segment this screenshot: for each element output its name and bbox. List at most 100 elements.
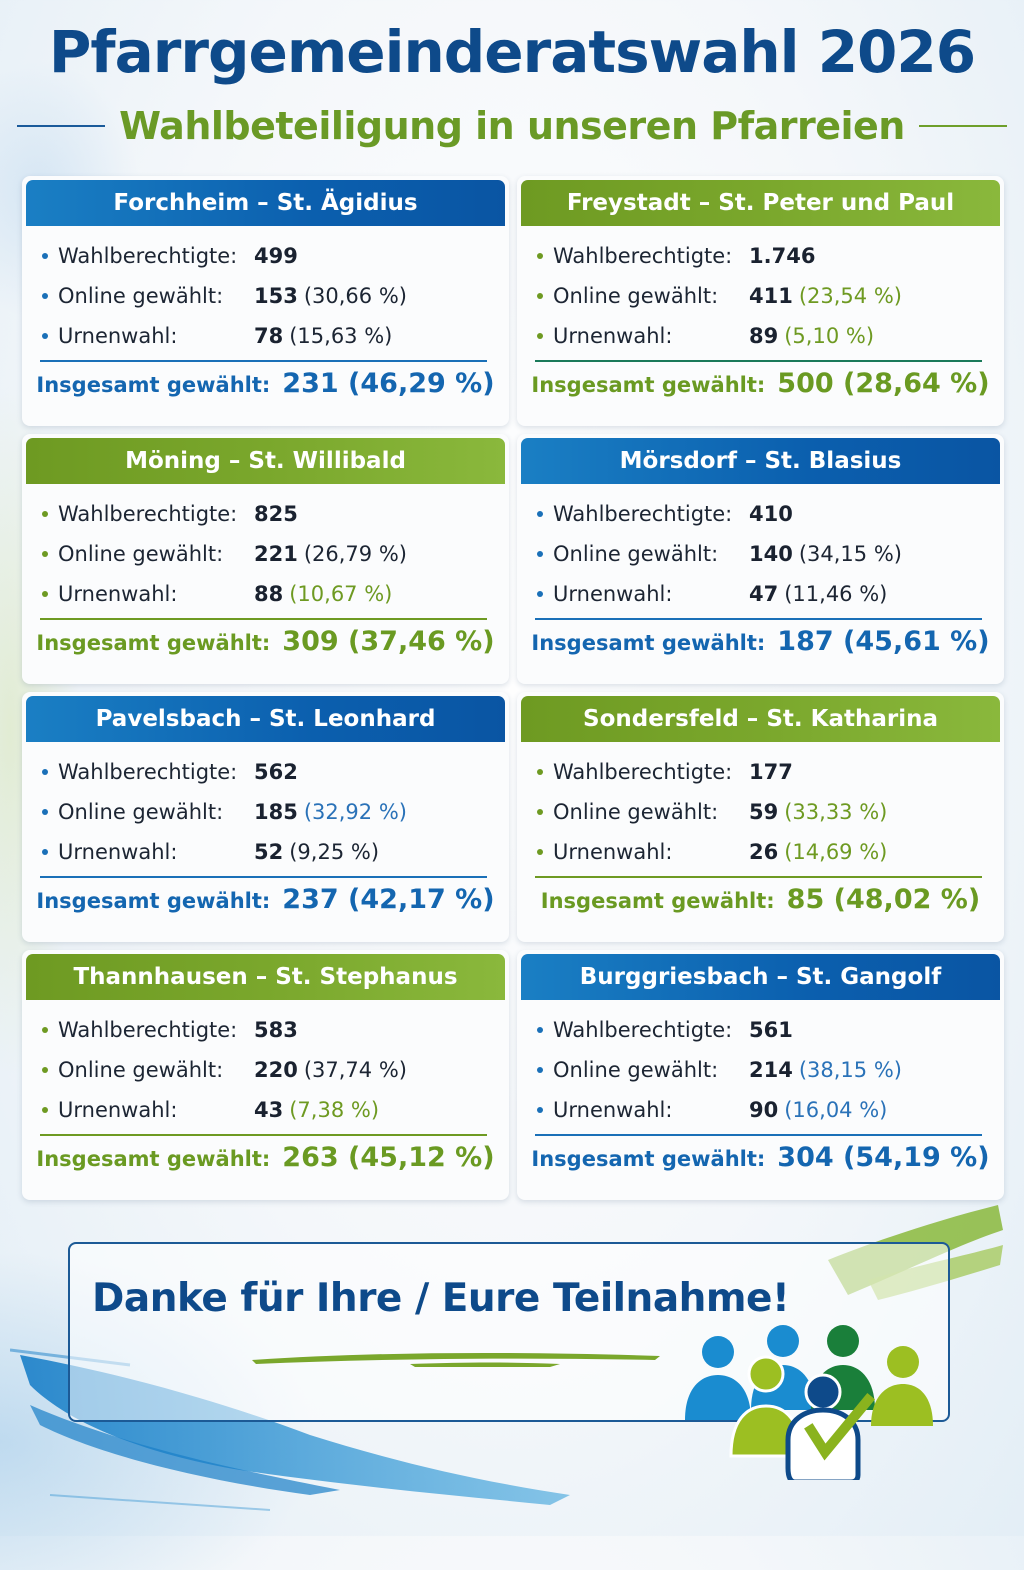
page-title: Pfarrgemeinderatswahl 2026 — [48, 18, 976, 86]
ballot-row: Urnenwahl: 52 (9,25 %) — [42, 832, 509, 872]
total-value: 263 (45,12 %) — [282, 1142, 495, 1173]
eligible-value: 499 — [254, 244, 298, 268]
total-label: Insgesamt gewählt: — [540, 889, 775, 913]
bullet-icon — [537, 511, 543, 517]
total-value: 304 (54,19 %) — [777, 1142, 990, 1173]
online-value: 140 — [749, 542, 793, 566]
ballot-row: Urnenwahl: 88 (10,67 %) — [42, 574, 509, 614]
green-underline-stroke — [252, 1352, 660, 1367]
parish-card: Forchheim – St. Ägidius Wahlberechtigte:… — [22, 176, 509, 426]
online-label: Online gewählt: — [58, 1058, 224, 1082]
ballot-label: Urnenwahl: — [58, 582, 178, 606]
total-row: Insgesamt gewählt: 500 (28,64 %) — [517, 362, 1004, 418]
total-label: Insgesamt gewählt: — [36, 1147, 271, 1171]
ballot-row: Urnenwahl: 26 (14,69 %) — [537, 832, 1004, 872]
ballot-row: Urnenwahl: 78 (15,63 %) — [42, 316, 509, 356]
ballot-label: Urnenwahl: — [553, 582, 673, 606]
divider — [535, 360, 982, 362]
online-percent: (23,54 %) — [798, 284, 902, 308]
bullet-icon — [537, 551, 543, 557]
eligible-row: Wahlberechtigte: 499 — [42, 236, 509, 276]
bullet-icon — [537, 591, 543, 597]
online-value: 214 — [749, 1058, 793, 1082]
parish-card: Pavelsbach – St. Leonhard Wahlberechtigt… — [22, 692, 509, 942]
total-value: 187 (45,61 %) — [777, 626, 990, 657]
total-label: Insgesamt gewählt: — [531, 631, 766, 655]
bullet-icon — [537, 293, 543, 299]
parish-name: Mörsdorf – St. Blasius — [521, 438, 1000, 484]
parish-name: Freystadt – St. Peter und Paul — [521, 180, 1000, 226]
total-row: Insgesamt gewählt: 187 (45,61 %) — [517, 620, 1004, 676]
ballot-value: 89 — [749, 324, 779, 348]
subtitle-rule-right — [918, 125, 1007, 127]
total-row: Insgesamt gewählt: 309 (37,46 %) — [22, 620, 509, 676]
eligible-value: 410 — [749, 502, 793, 526]
parish-grid: Forchheim – St. Ägidius Wahlberechtigte:… — [22, 176, 1004, 1200]
online-label: Online gewählt: — [58, 542, 224, 566]
online-row: Online gewählt: 59 (33,33 %) — [537, 792, 1004, 832]
eligible-label: Wahlberechtigte: — [58, 244, 238, 268]
ballot-percent: (9,25 %) — [289, 840, 380, 864]
ballot-percent: (5,10 %) — [784, 324, 875, 348]
ballot-label: Urnenwahl: — [553, 1098, 673, 1122]
online-label: Online gewählt: — [58, 800, 224, 824]
online-label: Online gewählt: — [553, 1058, 719, 1082]
total-label: Insgesamt gewählt: — [36, 373, 271, 397]
bullet-icon — [537, 1027, 543, 1033]
parish-name: Sondersfeld – St. Katharina — [521, 696, 1000, 742]
bullet-icon — [42, 591, 48, 597]
parish-name: Burggriesbach – St. Gangolf — [521, 954, 1000, 1000]
total-row: Insgesamt gewählt: 85 (48,02 %) — [517, 878, 1004, 934]
bullet-icon — [537, 809, 543, 815]
bullet-icon — [42, 551, 48, 557]
eligible-row: Wahlberechtigte: 583 — [42, 1010, 509, 1050]
eligible-row: Wahlberechtigte: 177 — [537, 752, 1004, 792]
bullet-icon — [537, 769, 543, 775]
ballot-value: 26 — [749, 840, 779, 864]
ballot-label: Urnenwahl: — [58, 840, 178, 864]
bullet-icon — [42, 333, 48, 339]
ballot-label: Urnenwahl: — [553, 840, 673, 864]
ballot-percent: (11,46 %) — [784, 582, 888, 606]
online-row: Online gewählt: 140 (34,15 %) — [537, 534, 1004, 574]
ballot-label: Urnenwahl: — [553, 324, 673, 348]
ballot-value: 78 — [254, 324, 284, 348]
ballot-percent: (15,63 %) — [289, 324, 393, 348]
eligible-label: Wahlberechtigte: — [553, 760, 733, 784]
total-row: Insgesamt gewählt: 263 (45,12 %) — [22, 1136, 509, 1192]
parish-card: Burggriesbach – St. Gangolf Wahlberechti… — [517, 950, 1004, 1200]
eligible-row: Wahlberechtigte: 825 — [42, 494, 509, 534]
online-value: 220 — [254, 1058, 298, 1082]
bullet-icon — [42, 1067, 48, 1073]
total-label: Insgesamt gewählt: — [531, 373, 766, 397]
eligible-row: Wahlberechtigte: 1.746 — [537, 236, 1004, 276]
bullet-icon — [42, 511, 48, 517]
parish-card: Sondersfeld – St. Katharina Wahlberechti… — [517, 692, 1004, 942]
online-row: Online gewählt: 221 (26,79 %) — [42, 534, 509, 574]
eligible-value: 1.746 — [749, 244, 816, 268]
parish-name: Möning – St. Willibald — [26, 438, 505, 484]
bullet-icon — [537, 333, 543, 339]
subtitle-row: Wahlbeteiligung in unseren Pfarreien — [0, 98, 1024, 154]
bullet-icon — [537, 1067, 543, 1073]
total-value: 237 (42,17 %) — [282, 884, 495, 915]
online-label: Online gewählt: — [553, 284, 719, 308]
eligible-row: Wahlberechtigte: 561 — [537, 1010, 1004, 1050]
divider — [535, 1134, 982, 1136]
parish-card: Freystadt – St. Peter und Paul Wahlberec… — [517, 176, 1004, 426]
online-label: Online gewählt: — [553, 800, 719, 824]
total-value: 500 (28,64 %) — [777, 368, 990, 399]
bullet-icon — [537, 253, 543, 259]
eligible-value: 177 — [749, 760, 793, 784]
divider — [40, 618, 487, 620]
online-value: 59 — [749, 800, 779, 824]
online-percent: (26,79 %) — [303, 542, 407, 566]
online-percent: (37,74 %) — [303, 1058, 407, 1082]
ballot-value: 90 — [749, 1098, 779, 1122]
online-percent: (32,92 %) — [303, 800, 407, 824]
eligible-value: 562 — [254, 760, 298, 784]
eligible-label: Wahlberechtigte: — [553, 244, 733, 268]
ballot-percent: (7,38 %) — [289, 1098, 380, 1122]
ballot-value: 52 — [254, 840, 284, 864]
total-value: 231 (46,29 %) — [282, 368, 495, 399]
